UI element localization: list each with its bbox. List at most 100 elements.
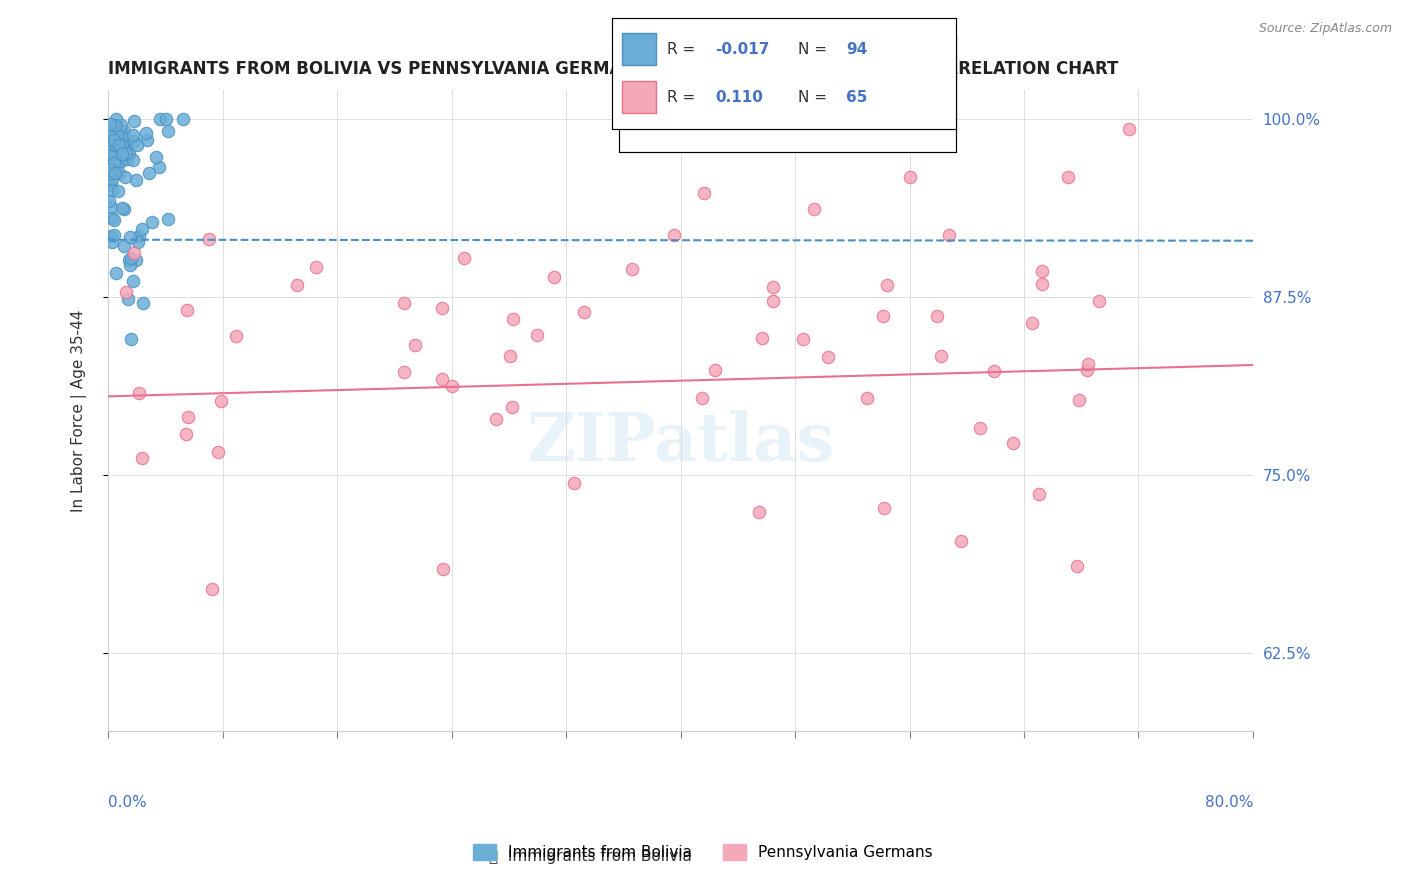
Point (430, 371, 453, 385)
Point (100, 126, 122, 140)
Point (572, 305, 595, 319)
Point (1028, 486, 1050, 500)
Point (392, 295, 415, 310)
Point (141, 215, 163, 229)
Point (117, 292, 139, 306)
Point (105, 119, 128, 133)
Point (803, 202, 825, 217)
Point (1118, 121, 1140, 136)
Text: 80.0%: 80.0% (1205, 795, 1253, 810)
Point (103, 153, 125, 167)
Point (929, 349, 952, 363)
Point (107, 185, 129, 199)
Point (761, 293, 783, 308)
Point (1087, 293, 1109, 308)
Point (201, 582, 224, 596)
Point (104, 166, 127, 180)
Point (207, 444, 229, 458)
Point (1076, 363, 1098, 377)
Point (1031, 264, 1053, 278)
Point (135, 133, 157, 147)
Point (115, 153, 138, 167)
Point (131, 450, 153, 465)
Point (1031, 277, 1053, 292)
Point (100, 130, 122, 145)
Point (876, 278, 898, 293)
Point (751, 331, 773, 345)
Text: ZIPatlas: ZIPatlas (526, 410, 835, 475)
Point (148, 160, 170, 174)
Point (145, 150, 167, 164)
Point (526, 327, 548, 342)
Point (501, 400, 523, 414)
FancyBboxPatch shape (621, 81, 657, 112)
Point (118, 253, 141, 268)
Point (128, 229, 150, 244)
Point (128, 385, 150, 400)
Point (748, 505, 770, 519)
Point (112, 136, 135, 150)
Point (115, 285, 138, 299)
Point (135, 126, 157, 140)
Point (118, 229, 141, 244)
FancyBboxPatch shape (621, 34, 657, 65)
Point (100, 144, 122, 158)
Point (110, 118, 132, 132)
Text: Source: ZipAtlas.com: Source: ZipAtlas.com (1258, 22, 1392, 36)
Point (792, 332, 814, 346)
Point (98, 117, 121, 131)
Point (110, 153, 132, 168)
Point (285, 277, 308, 292)
Point (103, 133, 125, 147)
Point (120, 332, 142, 346)
Point (499, 349, 522, 363)
Point (97, 128, 120, 143)
Point (1067, 393, 1090, 408)
Text: -0.017: -0.017 (716, 42, 769, 56)
Point (97, 136, 120, 150)
Point (98, 163, 121, 178)
Point (1077, 357, 1099, 371)
Point (127, 138, 149, 153)
Point (101, 172, 124, 186)
Point (122, 245, 145, 260)
Point (662, 228, 685, 243)
Point (177, 409, 200, 424)
Legend: Immigrants from Bolivia, Pennsylvania Germans: Immigrants from Bolivia, Pennsylvania Ge… (467, 838, 939, 866)
Point (103, 143, 125, 157)
Point (103, 144, 125, 158)
Point (97, 194, 120, 208)
Point (949, 534, 972, 549)
Point (98, 169, 121, 184)
Point (104, 137, 127, 152)
Point (856, 392, 879, 406)
Point (125, 173, 148, 187)
Point (485, 412, 508, 426)
Point (762, 280, 785, 294)
Point (690, 391, 713, 405)
Text: R =: R = (666, 89, 700, 104)
Point (107, 131, 129, 145)
Point (112, 202, 135, 217)
Point (120, 251, 142, 265)
Text: 0.0%: 0.0% (108, 795, 146, 810)
Point (98, 139, 121, 153)
Point (103, 149, 125, 163)
Point (174, 427, 197, 442)
Point (100, 200, 122, 214)
Point (453, 251, 475, 265)
Point (111, 147, 134, 161)
Point (898, 170, 921, 185)
Point (108, 153, 131, 168)
Point (98, 136, 121, 151)
Point (110, 201, 132, 215)
Point (120, 258, 142, 272)
Point (112, 136, 135, 151)
Point (621, 262, 644, 277)
Point (103, 213, 125, 227)
Point (103, 156, 125, 170)
Point (562, 476, 585, 491)
Point (138, 166, 160, 180)
Point (1066, 558, 1088, 573)
Point (157, 124, 180, 138)
